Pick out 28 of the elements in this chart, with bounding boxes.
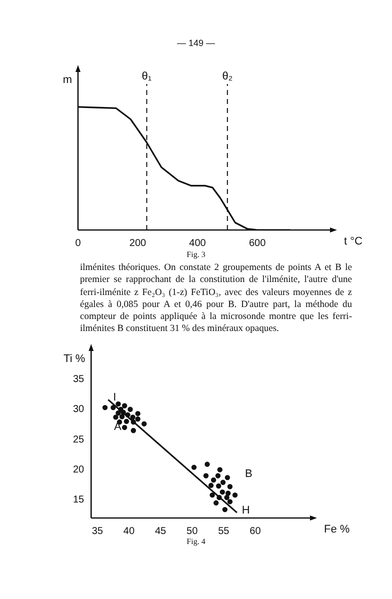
- text: — 149 —: [176, 38, 216, 48]
- y-tick-label: 30: [73, 404, 85, 416]
- x-tick-label: 0: [75, 238, 82, 249]
- text: ilménites théoriques. On constate 2 groupements de points A et B le premier se rapprochant de la constitution de l'ilménite, l'autre d'une ferri-ilménite z Fe₂O₃ (1-z) FeTiO₃, avec des valeurs moyennes de z égales à 0,085 pour A et 0,46 pour B. D'autre part, la méthode du compteur de points appliquée à la microsonde montre que les ferri-ilménites B constituent 31 % des minéraux opaques.: [80, 262, 352, 336]
- y-tick-label: 15: [73, 494, 85, 506]
- x-tick-label: 45: [154, 526, 167, 537]
- x-axis-title: t °C: [344, 236, 363, 248]
- y-tick-label: 20: [73, 464, 85, 476]
- ref-line-label: θ₁: [142, 70, 152, 83]
- y-axis-title: Ti %: [64, 353, 86, 366]
- text: Fig. 4: [186, 537, 206, 546]
- x-tick-label: 600: [248, 238, 266, 249]
- x-tick-label: 35: [92, 526, 104, 537]
- y-tick-label: 25: [73, 434, 85, 446]
- ref-line-label: θ₂: [222, 70, 233, 83]
- annotation: I: [113, 392, 116, 404]
- annotation: B: [245, 468, 252, 480]
- y-axis-title: m: [62, 74, 72, 86]
- x-axis-title: Fe %: [324, 524, 350, 536]
- x-tick-label: 200: [129, 238, 147, 249]
- text: Fig. 3: [186, 250, 206, 259]
- x-tick-label: 60: [250, 526, 262, 537]
- y-tick-label: 35: [73, 374, 85, 385]
- x-tick-label: 50: [186, 526, 198, 537]
- x-tick-label: 400: [189, 238, 206, 249]
- x-tick-label: 40: [123, 526, 135, 537]
- annotation: H: [242, 504, 250, 517]
- x-tick-label: 55: [218, 526, 230, 537]
